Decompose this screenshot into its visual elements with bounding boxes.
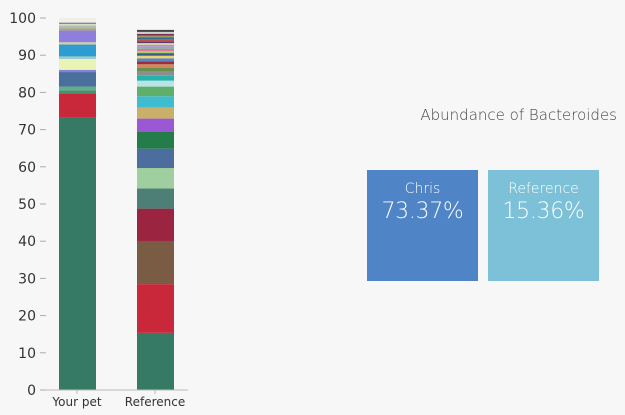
- bar-segment: [137, 61, 174, 65]
- bar-segment: [137, 188, 174, 209]
- bar-segment: [59, 90, 96, 94]
- y-tick-label: 0: [27, 383, 36, 399]
- bar-segment: [59, 59, 96, 70]
- bar-segment: [137, 107, 174, 119]
- y-tick-label: 50: [18, 197, 36, 213]
- bar-segment: [137, 71, 174, 76]
- bar-segment: [137, 46, 174, 49]
- bar-segment: [137, 58, 174, 62]
- y-axis: 0 10 20 30 40 50 60 70 80 90 100: [9, 11, 46, 399]
- reference-label: Reference: [508, 181, 579, 197]
- bar-segment: [137, 55, 174, 59]
- reference-abundance-card: Reference 15.36%: [488, 170, 599, 281]
- bar-segment: [59, 25, 96, 29]
- bar-segment: [137, 118, 174, 132]
- bar-segment: [59, 42, 96, 45]
- pet-name-label: Chris: [404, 181, 441, 197]
- bar-segment: [59, 93, 96, 118]
- bar-segment: [137, 33, 174, 36]
- bar-segment: [137, 75, 174, 81]
- y-tick-label: 100: [9, 11, 36, 27]
- y-tick-label: 70: [18, 123, 36, 139]
- bar-segment: [59, 24, 96, 26]
- bars: [59, 18, 174, 390]
- bar-segment: [137, 148, 174, 169]
- bar-segment: [137, 53, 174, 56]
- bar-segment: [137, 96, 174, 108]
- bar-segment: [137, 208, 174, 241]
- bar-segment: [137, 39, 174, 42]
- bar-segment: [137, 168, 174, 189]
- pet-abundance-value: 73.37%: [381, 199, 464, 224]
- bar-segment: [137, 67, 174, 72]
- bar-segment: [137, 44, 174, 47]
- bar-segment: [137, 332, 174, 390]
- bar-segment: [59, 18, 96, 23]
- y-tick-label: 10: [18, 346, 36, 362]
- stacked-bar-chart: 0 10 20 30 40 50 60 70 80 90 100 Your pet Reference: [9, 11, 188, 409]
- y-tick-label: 30: [18, 271, 36, 287]
- bar-segment: [59, 117, 96, 390]
- bar-segment: [137, 80, 174, 87]
- bar-segment: [137, 35, 174, 38]
- bar-segment: [59, 28, 96, 31]
- y-tick-label: 20: [18, 309, 36, 325]
- pet-abundance-card: Chris 73.37%: [367, 170, 478, 281]
- y-tick-label: 80: [18, 85, 36, 101]
- bar-segment: [137, 86, 174, 97]
- x-tick-label: Your pet: [51, 395, 101, 409]
- bar-segment: [137, 64, 174, 68]
- bar-segment: [137, 31, 174, 34]
- x-tick-label: Reference: [125, 395, 185, 409]
- bar-segment: [137, 240, 174, 285]
- y-tick-label: 90: [18, 48, 36, 64]
- bar-segment: [137, 284, 174, 333]
- bar-segment: [59, 69, 96, 73]
- bar-segment: [59, 72, 96, 87]
- bar-segment: [59, 56, 96, 60]
- bar-segment: [137, 43, 174, 45]
- x-axis: Your pet Reference: [46, 389, 188, 409]
- abundance-title: Abundance of Bacteroides: [420, 106, 617, 124]
- bar-segment: [137, 41, 174, 44]
- bar-segment: [59, 30, 96, 43]
- y-tick-label: 60: [18, 160, 36, 176]
- bar-segment: [137, 48, 174, 51]
- bar-segment: [59, 44, 96, 57]
- bar-segment: [137, 131, 174, 149]
- bar-segment: [137, 50, 174, 54]
- bar-segment: [59, 86, 96, 91]
- bar-segment: [59, 22, 96, 25]
- reference-abundance-value: 15.36%: [502, 199, 585, 224]
- y-tick-label: 40: [18, 234, 36, 250]
- bar-segment: [137, 37, 174, 40]
- bar-segment: [137, 29, 174, 32]
